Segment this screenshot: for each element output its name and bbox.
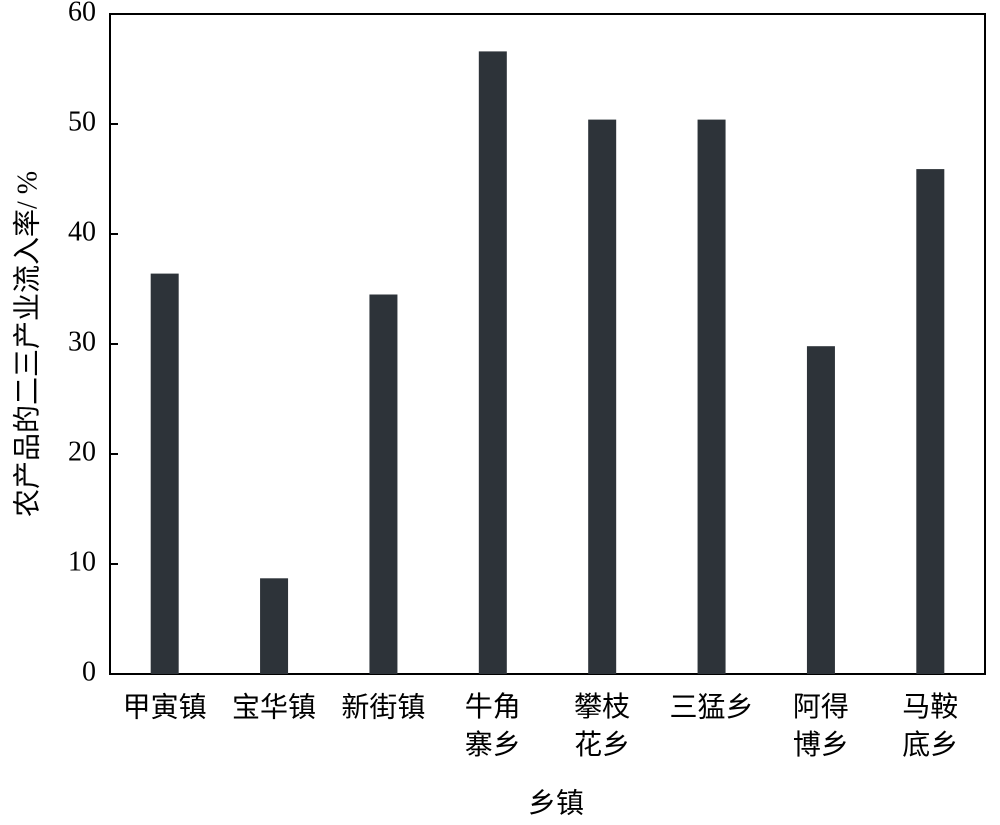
x-tick-label: 宝华镇 (232, 691, 316, 723)
y-tick-label: 60 (68, 0, 96, 27)
bar (916, 169, 945, 674)
x-tick-label: 牛角寨乡 (465, 691, 521, 761)
y-tick-label: 20 (68, 436, 96, 467)
y-tick-label: 10 (68, 546, 96, 577)
x-tick-label: 马鞍底乡 (902, 691, 958, 761)
bar (260, 578, 289, 674)
bar (478, 51, 507, 674)
x-tick-label: 甲寅镇 (123, 691, 207, 723)
bar (697, 119, 726, 675)
x-tick-label: 阿得博乡 (793, 691, 849, 761)
bar (369, 294, 398, 674)
y-tick-label: 50 (68, 106, 96, 137)
y-tick-label: 40 (68, 216, 96, 247)
y-tick-label: 0 (82, 656, 96, 687)
y-tick-label: 30 (68, 326, 96, 357)
x-axis-label: 乡镇 (528, 787, 584, 819)
plot-frame (109, 13, 986, 675)
x-tick-label: 三猛乡 (670, 691, 754, 723)
bar (150, 273, 179, 674)
bar (806, 346, 835, 674)
bar (588, 119, 617, 675)
y-axis-label: 农产品的二三产业流入率/ % (11, 171, 43, 517)
x-tick-label: 攀枝花乡 (574, 691, 630, 761)
x-tick-label: 新街镇 (341, 691, 425, 723)
